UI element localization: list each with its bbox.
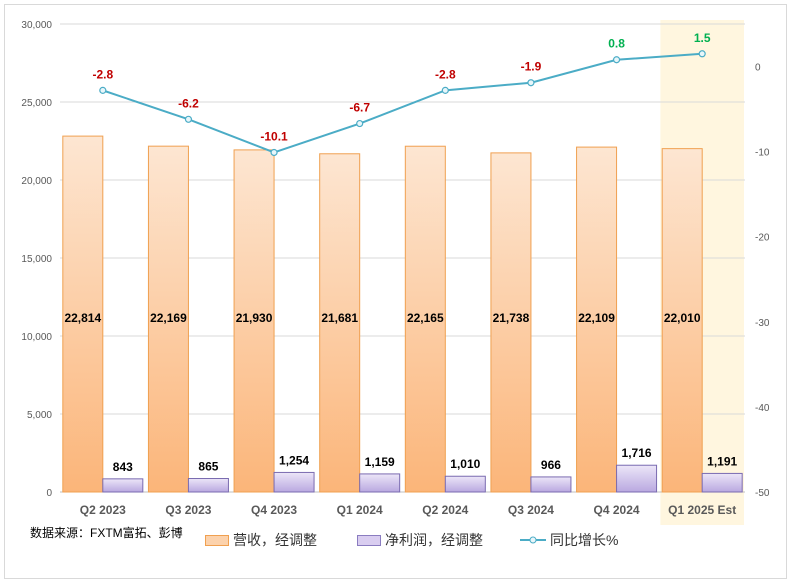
right-tick-label: 0 <box>755 63 761 74</box>
profit-bar <box>273 471 315 493</box>
right-tick-label: -50 <box>755 488 770 499</box>
left-tick-label: 25,000 <box>21 98 52 109</box>
growth-line <box>102 52 703 154</box>
revenue-label: 21,681 <box>321 311 358 325</box>
profit-label: 1,716 <box>622 446 652 460</box>
profit-bar <box>444 475 486 493</box>
growth-label: -2.8 <box>435 67 456 81</box>
growth-point <box>527 79 535 87</box>
right-tick-label: -20 <box>755 233 770 244</box>
growth-point <box>698 50 706 58</box>
right-tick-label: -40 <box>755 403 770 414</box>
profit-bar <box>701 472 743 493</box>
legend-swatch-profit <box>357 534 381 546</box>
revenue-bar <box>233 149 275 493</box>
profit-label: 1,254 <box>279 453 309 467</box>
revenue-label: 22,010 <box>664 311 701 325</box>
profit-bar <box>102 478 144 493</box>
growth-point <box>612 56 621 64</box>
profit-label: 865 <box>198 460 218 474</box>
revenue-bar <box>576 146 618 493</box>
legend-label-profit: 净利润，经调整 <box>385 532 483 548</box>
growth-point <box>184 115 193 123</box>
left-tick-label: 30,000 <box>21 20 52 31</box>
revenue-label: 22,814 <box>64 311 101 325</box>
growth-label: 0.8 <box>608 37 625 51</box>
left-tick-label: 10,000 <box>21 332 52 343</box>
growth-label: -10.1 <box>260 129 288 143</box>
chart-frame <box>4 4 787 579</box>
growth-label: -6.7 <box>349 101 370 115</box>
category-label: Q2 2023 <box>80 503 126 517</box>
growth-label: 1.5 <box>694 31 711 45</box>
revenue-label: 22,109 <box>578 311 615 325</box>
legend-label-revenue: 营收，经调整 <box>233 532 317 548</box>
legend-revenue: 营收，经调整 <box>205 530 317 550</box>
revenue-bar <box>319 153 361 493</box>
source-note: 数据来源：FXTM富拓、彭博 <box>30 526 183 540</box>
growth-point <box>356 119 364 128</box>
profit-label: 1,010 <box>450 457 480 471</box>
revenue-label: 22,169 <box>150 311 187 325</box>
revenue-label: 21,738 <box>493 311 530 325</box>
revenue-bar <box>404 145 446 493</box>
profit-label: 1,159 <box>365 455 395 469</box>
legend-line-icon <box>520 536 546 544</box>
revenue-bar <box>62 135 104 493</box>
revenue-bar <box>490 152 532 493</box>
profit-bar <box>359 473 401 493</box>
category-label: Q4 2023 <box>251 503 297 517</box>
category-label: Q1 2024 <box>337 503 383 517</box>
legend-growth: 同比增长% <box>520 530 618 550</box>
left-tick-label: 5,000 <box>27 410 52 421</box>
profit-label: 966 <box>541 458 561 472</box>
revenue-bar <box>147 145 189 493</box>
category-label: Q1 2025 Est <box>668 503 736 517</box>
legend-profit: 净利润，经调整 <box>357 530 483 550</box>
profit-bar <box>530 476 572 493</box>
growth-point <box>99 86 107 94</box>
revenue-label: 21,930 <box>236 311 273 325</box>
right-tick-label: -30 <box>755 318 770 329</box>
category-label: Q2 2024 <box>422 503 468 517</box>
growth-point <box>441 86 449 94</box>
category-label: Q4 2024 <box>594 503 640 517</box>
revenue-bar <box>661 148 703 493</box>
profit-bar <box>616 464 658 493</box>
growth-point <box>270 148 278 157</box>
left-tick-label: 0 <box>46 488 52 499</box>
category-label: Q3 2023 <box>165 503 211 517</box>
growth-label: -1.9 <box>521 60 542 74</box>
revenue-label: 22,165 <box>407 311 444 325</box>
category-label: Q3 2024 <box>508 503 554 517</box>
left-tick-label: 20,000 <box>21 176 52 187</box>
profit-bar <box>187 478 229 493</box>
growth-label: -6.2 <box>178 96 199 110</box>
right-tick-label: -10 <box>755 148 770 159</box>
legend-swatch-revenue <box>205 534 229 546</box>
profit-label: 843 <box>113 460 133 474</box>
legend-label-growth: 同比增长% <box>550 532 619 548</box>
left-tick-label: 15,000 <box>21 254 52 265</box>
profit-label: 1,191 <box>707 454 737 468</box>
growth-label: -2.8 <box>92 67 113 81</box>
